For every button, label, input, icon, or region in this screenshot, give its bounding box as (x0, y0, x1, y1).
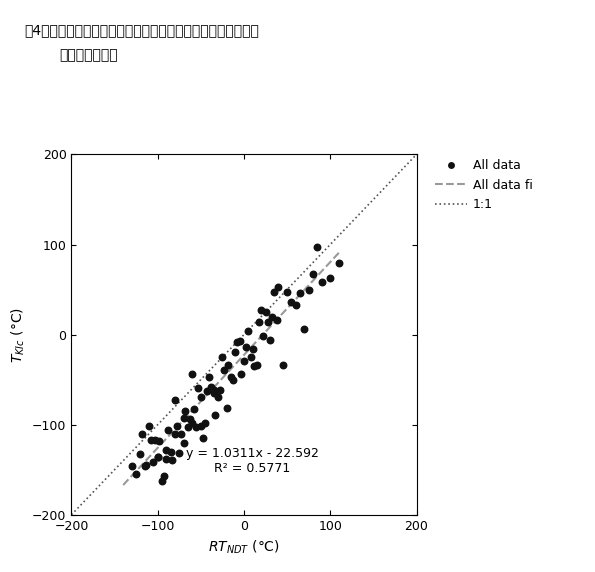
Point (218, 353, 227, 362)
Point (213, 392, 223, 402)
Point (183, 423, 193, 432)
Point (170, 396, 180, 405)
Point (157, 476, 167, 486)
Point (304, 285, 314, 294)
Point (136, 449, 145, 458)
Point (153, 452, 162, 462)
Point (255, 317, 264, 327)
Point (235, 336, 245, 345)
Point (192, 423, 201, 432)
Point (287, 297, 296, 307)
Point (172, 422, 181, 431)
Point (168, 455, 177, 464)
Point (270, 287, 279, 296)
Point (265, 335, 275, 344)
Point (264, 317, 273, 327)
Point (189, 404, 199, 414)
Point (144, 422, 154, 431)
Point (246, 352, 256, 362)
Point (291, 301, 300, 310)
Point (187, 418, 197, 427)
Point (159, 471, 168, 480)
X-axis label: $RT_{NDT}$ (°C): $RT_{NDT}$ (°C) (208, 538, 280, 555)
Point (140, 462, 149, 471)
Point (241, 342, 250, 351)
Point (334, 258, 344, 267)
Point (163, 426, 173, 435)
Point (178, 413, 188, 422)
Point (178, 438, 188, 447)
Point (176, 429, 186, 438)
Point (268, 312, 277, 321)
Point (198, 434, 207, 443)
Point (256, 305, 266, 314)
Point (180, 406, 190, 415)
Point (278, 360, 287, 370)
Point (131, 469, 141, 478)
Point (205, 373, 214, 382)
Point (249, 361, 259, 370)
Point (258, 331, 268, 340)
Point (209, 389, 218, 398)
Point (193, 383, 203, 392)
Point (149, 457, 158, 466)
Y-axis label: $T_{KIc}$ (°C): $T_{KIc}$ (°C) (9, 307, 27, 363)
Point (166, 447, 176, 456)
Point (239, 356, 249, 366)
Point (137, 430, 147, 439)
Point (209, 385, 218, 394)
Point (146, 435, 155, 444)
Text: 围4　国内実機データによる関連温度（横軸）と破壊非性温度: 围4 国内実機データによる関連温度（横軸）と破壊非性温度 (24, 23, 259, 37)
Point (308, 269, 318, 278)
Point (170, 429, 180, 438)
Point (317, 277, 326, 286)
Point (142, 460, 151, 469)
Point (243, 327, 253, 336)
Point (220, 365, 229, 374)
Point (196, 393, 206, 402)
Point (215, 386, 224, 395)
Point (222, 404, 231, 413)
Point (274, 282, 283, 291)
Point (226, 372, 236, 381)
Legend: All data, All data fi, 1:1: All data, All data fi, 1:1 (430, 154, 538, 216)
Point (231, 348, 240, 357)
Point (127, 461, 136, 470)
Point (161, 445, 171, 454)
Point (153, 452, 162, 462)
Point (151, 435, 160, 444)
Point (282, 288, 292, 297)
Point (174, 448, 184, 458)
Text: y = 1.0311x - 22.592
R² = 0.5771: y = 1.0311x - 22.592 R² = 0.5771 (186, 447, 319, 475)
Point (211, 410, 220, 419)
Point (155, 436, 164, 446)
Point (196, 421, 206, 430)
Point (161, 454, 171, 463)
Point (325, 273, 335, 283)
Point (187, 370, 197, 379)
Point (252, 360, 262, 370)
Point (295, 288, 305, 297)
Point (202, 387, 212, 396)
Point (272, 316, 281, 325)
Point (206, 382, 216, 391)
Point (228, 376, 237, 385)
Text: （縦軸）の関係: （縦軸）の関係 (60, 49, 118, 62)
Point (224, 361, 233, 370)
Point (237, 370, 246, 379)
Point (232, 337, 242, 347)
Point (201, 419, 210, 428)
Point (261, 307, 270, 316)
Point (185, 415, 195, 424)
Point (312, 242, 322, 251)
Point (299, 325, 309, 334)
Point (248, 345, 257, 354)
